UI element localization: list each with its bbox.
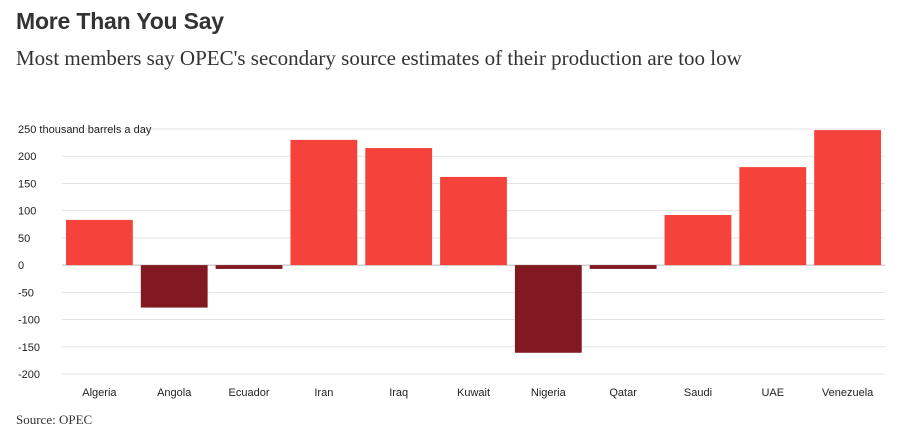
x-tick-label: Angola <box>157 387 192 399</box>
bar-algeria <box>66 219 133 266</box>
x-tick-label: Ecuador <box>229 387 270 399</box>
y-axis-unit-label: 250 thousand barrels a day <box>18 124 152 136</box>
bar-ecuador <box>215 265 283 269</box>
y-tick-label: 0 <box>18 260 24 272</box>
y-tick-label: -100 <box>18 315 40 327</box>
x-tick-label: Venezuela <box>822 387 874 399</box>
bar-qatar <box>589 265 657 269</box>
bar-uae <box>739 167 807 266</box>
x-tick-label: Algeria <box>82 387 117 399</box>
bar-venezuela <box>814 130 881 266</box>
bar-angola <box>140 265 208 308</box>
y-tick-label: 50 <box>18 233 30 245</box>
chart-title: More Than You Say <box>16 8 224 34</box>
axes: -200 -150 -100 -50 0 50 100 150 200 250 thousand … <box>18 124 874 399</box>
x-tick-label: UAE <box>761 387 784 399</box>
x-tick-label: Iran <box>314 387 333 399</box>
y-tick-label: 200 <box>18 151 36 163</box>
y-tick-label: -200 <box>18 369 40 381</box>
y-tick-label: 150 <box>18 178 36 190</box>
y-tick-label: -50 <box>18 287 34 299</box>
bar-iraq <box>365 148 433 266</box>
y-tick-label: -150 <box>18 342 40 354</box>
bar-saudi <box>664 215 732 266</box>
chart-subtitle: Most members say OPEC's secondary source… <box>16 46 742 70</box>
bars <box>66 130 881 353</box>
source-note: Source: OPEC <box>16 412 93 427</box>
x-tick-label: Saudi <box>684 387 712 399</box>
y-tick-label: 100 <box>18 206 36 218</box>
x-tick-label: Qatar <box>609 387 637 399</box>
bar-kuwait <box>440 176 507 266</box>
x-tick-label: Nigeria <box>531 387 567 399</box>
x-tick-label: Kuwait <box>457 387 490 399</box>
bar-iran <box>290 139 358 266</box>
bar-nigeria <box>514 265 582 353</box>
x-tick-label: Iraq <box>389 387 408 399</box>
